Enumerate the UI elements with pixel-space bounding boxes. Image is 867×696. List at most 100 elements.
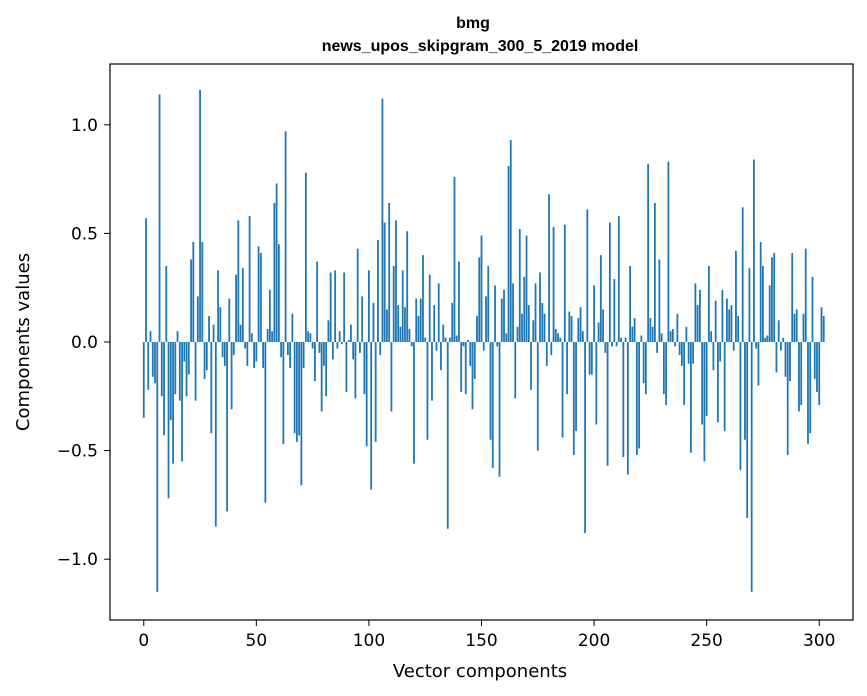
bar — [543, 313, 546, 342]
bar — [559, 337, 562, 342]
bar — [199, 90, 201, 342]
bar — [775, 342, 778, 373]
bar — [277, 244, 280, 342]
bar — [212, 324, 215, 343]
bar — [178, 342, 181, 401]
bar — [237, 220, 240, 343]
bar — [363, 342, 366, 395]
bar — [329, 272, 332, 342]
bar — [377, 239, 379, 342]
bar — [644, 342, 647, 395]
bar — [498, 342, 501, 477]
bar — [417, 315, 420, 342]
bar — [723, 342, 726, 432]
bar — [545, 342, 548, 366]
bar — [440, 342, 442, 371]
bar — [280, 342, 283, 358]
bar — [818, 342, 821, 405]
bar — [665, 342, 668, 405]
bar — [464, 342, 467, 395]
bar — [226, 342, 228, 512]
bar — [302, 342, 305, 369]
bar — [753, 159, 755, 342]
bar — [485, 296, 487, 342]
bar — [717, 342, 719, 423]
bar — [588, 342, 591, 375]
bar — [568, 311, 571, 342]
bar — [145, 218, 147, 342]
bar — [482, 342, 485, 351]
bar — [566, 342, 568, 395]
bar — [696, 305, 699, 342]
bar — [496, 342, 499, 347]
bar — [408, 328, 411, 342]
bar — [158, 94, 161, 342]
bar — [557, 333, 559, 342]
bar — [503, 289, 505, 343]
bar — [190, 259, 192, 342]
bar — [309, 333, 312, 342]
x-axis: 0 50 100 150 200 250 300 — [138, 620, 835, 651]
bar — [293, 342, 296, 434]
bar — [341, 342, 343, 345]
bar — [142, 342, 145, 419]
bar — [667, 161, 670, 342]
bar — [584, 342, 586, 534]
bar — [467, 339, 469, 342]
bar — [392, 265, 395, 342]
bar — [671, 328, 674, 342]
bar — [422, 255, 424, 343]
bar — [201, 242, 204, 342]
bar — [352, 342, 355, 360]
chart-subtitle: news_upos_skipgram_300_5_2019 model — [322, 38, 639, 55]
bar — [361, 296, 364, 342]
bar — [514, 342, 517, 399]
bar — [613, 279, 616, 342]
bar — [822, 315, 825, 342]
bar — [347, 339, 350, 342]
bar — [255, 342, 258, 362]
bar — [802, 313, 805, 342]
bar — [289, 342, 292, 369]
x-tick-label: 300 — [803, 631, 835, 651]
bar — [687, 342, 690, 364]
bar — [205, 342, 208, 371]
bar — [259, 252, 262, 342]
bar — [295, 342, 298, 442]
bar — [685, 326, 688, 342]
bar — [593, 285, 595, 342]
bar — [552, 226, 555, 342]
bar — [248, 216, 251, 342]
bar — [322, 342, 325, 366]
bar — [370, 342, 373, 490]
bar — [455, 335, 458, 342]
bar — [739, 342, 742, 471]
bar — [500, 298, 503, 342]
bar — [611, 342, 613, 347]
bar — [334, 270, 337, 342]
bar — [662, 342, 665, 395]
bar — [581, 331, 584, 342]
bar — [388, 203, 391, 342]
bar — [516, 326, 519, 342]
bar — [764, 337, 767, 342]
bar — [156, 342, 159, 592]
bar — [268, 289, 271, 343]
bar — [730, 305, 733, 342]
bar — [217, 270, 219, 342]
bar — [275, 183, 278, 342]
bar — [541, 302, 544, 342]
bar — [642, 342, 645, 384]
x-tick-label: 250 — [690, 631, 722, 651]
bar — [149, 331, 152, 342]
bar — [550, 342, 553, 356]
bar — [680, 342, 683, 366]
bar — [505, 333, 508, 342]
bar — [154, 342, 156, 384]
bar — [755, 342, 758, 349]
bar — [458, 261, 460, 342]
bar — [176, 331, 179, 342]
bar — [660, 333, 663, 342]
bar — [174, 342, 177, 395]
bar — [266, 328, 269, 342]
